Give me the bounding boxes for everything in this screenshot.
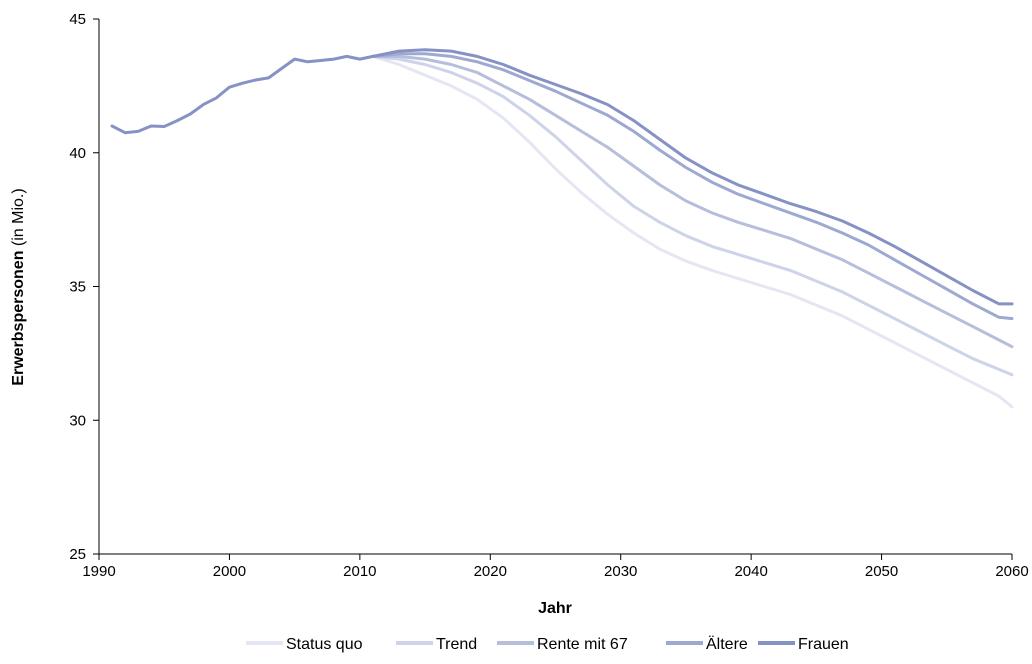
y-axis-title-unit: (in Mio.) <box>10 188 27 250</box>
x-tick-label: 2010 <box>343 563 376 580</box>
y-axis-title: Erwerbspersonen (in Mio.) <box>10 188 27 385</box>
y-tick-label: 40 <box>69 145 86 162</box>
axes <box>98 19 1012 555</box>
x-tick-label: 2060 <box>995 563 1028 580</box>
x-tick-label: 2000 <box>213 563 246 580</box>
legend-label-1: Status quo <box>286 636 363 653</box>
y-tick-label: 25 <box>69 546 86 563</box>
legend: Status quo Trend Rente mit 67 Ältere Frauen <box>246 635 849 653</box>
legend-label-4: Ältere <box>706 635 748 653</box>
series-line-4 <box>371 52 1014 321</box>
x-tick-label: 1990 <box>82 563 115 580</box>
x-tick-label: 2020 <box>474 563 507 580</box>
y-tick-label: 35 <box>69 279 86 296</box>
legend-label-5: Frauen <box>798 636 849 653</box>
series-line-3 <box>371 54 1014 349</box>
y-tick-label: 45 <box>69 11 86 28</box>
y-tick-label: 30 <box>69 412 86 429</box>
y-axis-title-main: Erwerbspersonen <box>10 251 27 386</box>
series-line-1 <box>371 54 1014 409</box>
history-line <box>110 54 375 135</box>
x-axis-title: Jahr <box>538 600 572 617</box>
legend-label-3: Rente mit 67 <box>537 636 628 653</box>
x-tick-label: 2030 <box>604 563 637 580</box>
series-line-2 <box>371 54 1014 377</box>
series-layer <box>110 48 1014 409</box>
x-tick-label: 2050 <box>865 563 898 580</box>
legend-label-2: Trend <box>436 636 477 653</box>
ticks: 25 30 35 40 45 1990 2000 2010 2020 2030 2040 2050 20… <box>69 11 1028 580</box>
series-line-5 <box>371 48 1014 306</box>
x-tick-label: 2040 <box>734 563 767 580</box>
